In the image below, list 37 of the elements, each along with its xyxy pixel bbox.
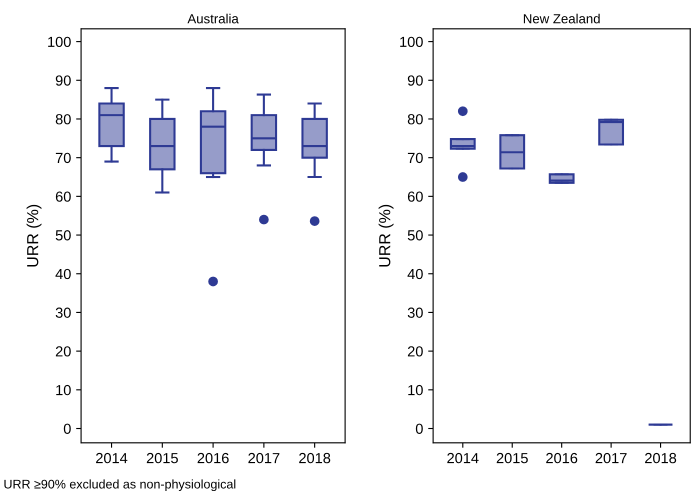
y-tick-label: 20 (408, 346, 423, 357)
y-tick-label: 60 (56, 191, 71, 202)
x-tick-label: 2016 (546, 452, 578, 464)
x-tick-label: 2016 (198, 452, 229, 464)
y-tick-label: 20 (56, 346, 71, 357)
y-tick-label: 80 (408, 114, 423, 124)
y-tick-label: 40 (55, 268, 71, 280)
y-tick-label: 40 (408, 268, 423, 280)
y-tick-label: 90 (408, 75, 423, 86)
y-tick-label: 80 (56, 114, 71, 124)
y-tick-label: 10 (408, 384, 423, 396)
y-axis-title: URR (%) (26, 204, 42, 267)
y-tick-label: 100 (400, 36, 423, 48)
y-tick-label: 50 (408, 230, 423, 240)
text: URR ≥90% excluded as non-physiological (4, 479, 236, 492)
y-tick-label: 30 (56, 308, 71, 318)
y-tick-label: 100 (48, 36, 71, 48)
y-tick-label: 70 (408, 152, 423, 164)
x-tick-label: 2015 (146, 452, 178, 464)
x-tick-label: 2018 (299, 452, 330, 464)
y-tick-label: 0 (416, 424, 423, 434)
y-tick-label: 90 (56, 75, 71, 86)
chart-title: Australia (187, 14, 239, 24)
x-tick-label: 2015 (496, 452, 528, 464)
y-tick-label: 60 (408, 191, 423, 202)
x-tick-label: 2017 (248, 452, 280, 464)
chart-title: New Zealand (524, 14, 600, 24)
x-tick-label: 2017 (596, 452, 627, 464)
y-tick-label: 50 (56, 230, 71, 240)
x-tick-label: 2018 (645, 452, 676, 464)
x-tick-label: 2014 (447, 452, 479, 464)
y-axis-title: URR (%) (378, 204, 394, 267)
y-tick-label: 70 (56, 152, 71, 164)
y-tick-label: 30 (408, 308, 423, 318)
x-tick-label: 2014 (96, 452, 128, 464)
y-tick-label: 0 (64, 424, 71, 434)
y-tick-label: 10 (56, 384, 71, 396)
